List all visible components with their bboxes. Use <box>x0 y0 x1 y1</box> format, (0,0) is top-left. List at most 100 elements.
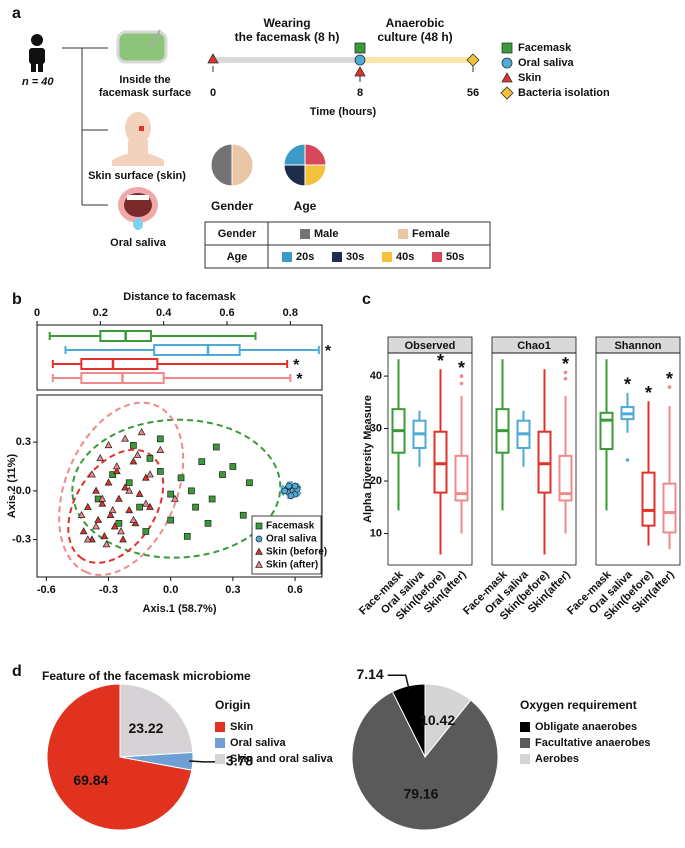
significance-mark: * <box>666 369 673 389</box>
sample-label: Oral saliva <box>110 237 167 249</box>
legend-label: Skin (before) <box>266 547 327 558</box>
legend-swatch <box>520 722 530 732</box>
x-tick-label: -0.6 <box>37 584 56 596</box>
box <box>641 471 656 527</box>
facet-title: Chao1 <box>517 340 551 352</box>
point <box>117 527 125 535</box>
table-row-header: Gender <box>218 228 257 240</box>
plot-frame <box>491 352 577 566</box>
outlier <box>459 374 464 378</box>
sample-label: Inside the <box>119 74 170 86</box>
legend-label: 40s <box>396 251 414 263</box>
significance-mark: * <box>562 354 569 374</box>
point <box>137 428 146 436</box>
legend-label: Skin and oral saliva <box>230 753 334 765</box>
data-label: 69.84 <box>73 772 108 788</box>
panel-label: b <box>12 291 22 308</box>
box <box>80 358 159 370</box>
legend-marker <box>255 547 263 555</box>
person-icon <box>29 34 45 72</box>
pie-slice <box>46 683 193 831</box>
legend-label: Female <box>412 228 450 240</box>
point <box>98 499 107 507</box>
timeline-tick-label: 0 <box>210 87 216 99</box>
outlier <box>563 376 568 381</box>
table-row-header: Age <box>227 251 248 263</box>
point <box>156 468 164 475</box>
plot-frame <box>36 394 323 578</box>
legend-label: Facemask <box>518 42 572 54</box>
data-label: 23.22 <box>128 720 163 736</box>
legend-swatch <box>282 252 292 262</box>
data-label: 3.78 <box>226 753 253 769</box>
point <box>141 499 150 507</box>
legend-label: Obligate anaerobes <box>535 721 637 733</box>
data-label: 7.14 <box>356 666 383 682</box>
point <box>125 486 134 494</box>
plot-frame <box>595 352 681 566</box>
plot-frame <box>387 352 473 566</box>
point <box>188 487 195 495</box>
timeline-axis-label: Time (hours) <box>310 106 377 118</box>
point <box>177 474 185 482</box>
y-tick-label: 40 <box>370 370 382 382</box>
timeline-bar <box>212 57 474 82</box>
point <box>115 520 123 527</box>
panel-label: a <box>12 5 21 22</box>
sample-size: n = 40 <box>22 76 54 88</box>
point <box>136 503 143 511</box>
outlier <box>667 385 672 389</box>
x-tick-label: 0.6 <box>219 307 234 319</box>
legend-swatch <box>432 252 442 262</box>
data-label: 10.42 <box>420 712 455 728</box>
panel-title: Feature of the facemask microbiome <box>42 669 251 683</box>
box <box>537 430 552 494</box>
mask-icon <box>116 29 168 64</box>
point <box>129 515 138 523</box>
legend-label: Facultative anaerobes <box>535 737 651 749</box>
point <box>208 495 216 503</box>
legend-label: Aerobes <box>535 753 579 765</box>
point <box>92 522 100 530</box>
point <box>192 503 199 511</box>
legend-label: 50s <box>446 251 464 263</box>
significance-mark: * <box>458 358 465 378</box>
panel-label: d <box>12 663 22 680</box>
x-tick-label: 0.0 <box>163 584 178 596</box>
legend-title: Origin <box>215 698 250 712</box>
point <box>146 455 154 462</box>
legend-title: Oxygen requirement <box>520 698 637 712</box>
legend-swatch <box>215 754 225 764</box>
point <box>287 492 295 500</box>
confidence-ellipse <box>67 448 165 564</box>
confidence-ellipse <box>71 418 282 559</box>
point <box>135 489 144 497</box>
point <box>170 494 179 502</box>
point <box>100 532 109 540</box>
legend-frame <box>251 515 322 575</box>
phase-label: culture (48 h) <box>377 30 452 44</box>
legend-swatch <box>215 738 225 748</box>
y-tick-label: 20 <box>370 475 382 487</box>
legend-marker <box>255 560 263 568</box>
point <box>114 494 123 502</box>
point <box>119 535 127 543</box>
point <box>112 467 121 475</box>
point <box>291 482 299 490</box>
x-tick-label: -0.3 <box>99 584 118 596</box>
point <box>108 506 117 514</box>
significance-mark: * <box>325 343 332 360</box>
legend-label: Skin <box>230 721 254 733</box>
panel-label: c <box>362 291 371 308</box>
legend-swatch <box>398 229 408 239</box>
sample-label: facemask surface <box>99 87 191 99</box>
y-tick-label: 0.0 <box>16 485 31 497</box>
point <box>212 443 220 451</box>
x-tick-label: 0 <box>34 307 40 319</box>
significance-mark: * <box>293 357 300 374</box>
pie-slice <box>283 164 306 187</box>
legend-swatch <box>215 722 225 732</box>
significance-mark: * <box>645 383 652 403</box>
point <box>167 516 175 524</box>
facet-title: Observed <box>405 340 456 352</box>
